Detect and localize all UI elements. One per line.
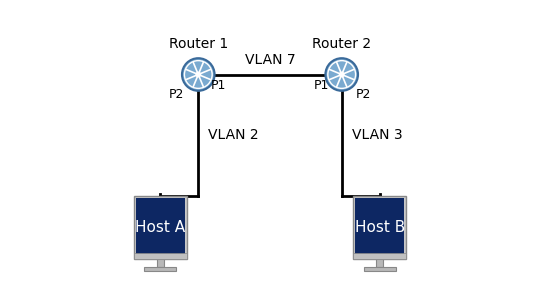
FancyBboxPatch shape xyxy=(353,253,406,259)
FancyBboxPatch shape xyxy=(353,196,406,259)
Text: Router 1: Router 1 xyxy=(168,37,228,51)
Text: P1: P1 xyxy=(211,80,226,92)
FancyBboxPatch shape xyxy=(363,267,396,271)
Text: P2: P2 xyxy=(355,88,371,101)
FancyBboxPatch shape xyxy=(157,259,164,267)
Circle shape xyxy=(326,58,358,91)
FancyBboxPatch shape xyxy=(376,259,383,267)
FancyBboxPatch shape xyxy=(134,196,187,259)
Text: Host B: Host B xyxy=(355,220,405,235)
Text: VLAN 2: VLAN 2 xyxy=(208,128,259,142)
Circle shape xyxy=(182,58,214,91)
Text: VLAN 7: VLAN 7 xyxy=(245,53,295,68)
FancyBboxPatch shape xyxy=(134,253,187,259)
Circle shape xyxy=(339,72,345,78)
FancyBboxPatch shape xyxy=(144,267,177,271)
Text: P1: P1 xyxy=(314,80,329,92)
Text: Router 2: Router 2 xyxy=(312,37,372,51)
Text: VLAN 3: VLAN 3 xyxy=(352,128,402,142)
Text: P2: P2 xyxy=(169,88,185,101)
Text: Host A: Host A xyxy=(135,220,185,235)
FancyBboxPatch shape xyxy=(355,198,404,257)
FancyBboxPatch shape xyxy=(136,198,185,257)
Circle shape xyxy=(195,72,201,78)
